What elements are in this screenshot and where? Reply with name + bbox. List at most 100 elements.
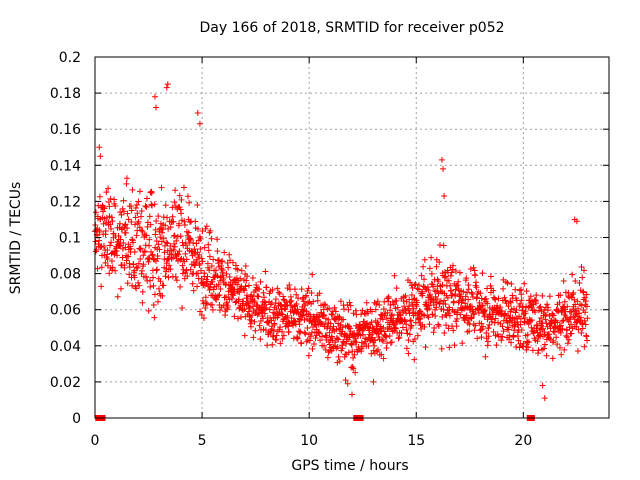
data-point — [244, 273, 251, 280]
data-point — [387, 339, 394, 346]
data-point — [231, 290, 238, 297]
data-point — [142, 202, 149, 209]
data-point — [133, 285, 140, 292]
data-point — [499, 333, 506, 340]
data-point-outlier — [153, 104, 160, 111]
data-point — [208, 263, 215, 270]
data-point — [326, 329, 333, 336]
data-point — [349, 348, 356, 355]
data-point — [108, 250, 115, 257]
data-point — [528, 317, 535, 324]
data-point — [380, 324, 387, 331]
data-point — [164, 240, 171, 247]
data-point — [420, 263, 427, 270]
data-point — [153, 237, 160, 244]
data-point — [123, 180, 130, 187]
data-point — [439, 282, 446, 289]
data-point — [280, 296, 287, 303]
y-tick-label: 0.18 — [50, 86, 81, 102]
data-point — [246, 282, 253, 289]
data-point — [507, 298, 514, 305]
data-point — [505, 326, 512, 333]
data-point — [148, 248, 155, 255]
data-point — [293, 300, 300, 307]
data-point — [199, 297, 206, 304]
data-point — [481, 308, 488, 315]
data-point — [102, 259, 109, 266]
data-point — [393, 285, 400, 292]
y-tick-label: 0.08 — [50, 267, 81, 283]
y-tick-label: 0.12 — [50, 194, 81, 210]
data-point — [579, 274, 586, 281]
data-point-outlier — [370, 378, 377, 385]
data-point — [332, 308, 339, 315]
data-point — [581, 343, 588, 350]
y-tick-label: 0.16 — [50, 122, 81, 138]
data-point-outlier — [539, 382, 546, 389]
data-point — [206, 253, 213, 260]
data-point — [108, 258, 115, 265]
data-point — [473, 279, 480, 286]
data-point — [295, 295, 302, 302]
data-point — [279, 328, 286, 335]
data-point — [126, 264, 133, 271]
data-point — [569, 271, 576, 278]
data-point — [150, 282, 157, 289]
data-point — [310, 298, 317, 305]
data-point — [162, 202, 169, 209]
data-point — [452, 292, 459, 299]
data-point — [112, 202, 119, 209]
data-point — [483, 329, 490, 336]
data-point — [189, 280, 196, 287]
data-point — [187, 266, 194, 273]
data-point — [246, 304, 253, 311]
data-point — [167, 266, 174, 273]
data-point — [560, 317, 567, 324]
data-point — [483, 295, 490, 302]
data-point-outlier — [163, 84, 170, 91]
data-point — [468, 303, 475, 310]
data-point — [128, 218, 135, 225]
data-point — [284, 312, 291, 319]
x-tick-label: 20 — [514, 433, 532, 449]
data-point-outlier — [441, 192, 448, 199]
data-point — [430, 329, 437, 336]
data-point — [532, 309, 539, 316]
data-point — [272, 336, 279, 343]
data-point — [521, 280, 528, 287]
data-point — [286, 281, 293, 288]
data-point — [306, 337, 313, 344]
data-point — [352, 335, 359, 342]
data-point — [516, 344, 523, 351]
data-point — [337, 298, 344, 305]
data-point — [561, 298, 568, 305]
data-point — [297, 316, 304, 323]
data-point — [226, 273, 233, 280]
data-point — [535, 347, 542, 354]
data-point — [386, 333, 393, 340]
data-point — [143, 232, 150, 239]
data-point — [194, 226, 201, 233]
data-point — [341, 306, 348, 313]
data-point — [125, 253, 132, 260]
data-point — [403, 321, 410, 328]
data-point-outlier — [573, 218, 580, 225]
data-point — [135, 279, 142, 286]
data-point — [180, 184, 187, 191]
data-point — [333, 316, 340, 323]
data-point — [129, 186, 136, 193]
data-point — [221, 249, 228, 256]
data-point — [500, 328, 507, 335]
data-point — [445, 325, 452, 332]
data-point — [122, 229, 129, 236]
data-point — [222, 281, 229, 288]
data-point — [473, 294, 480, 301]
data-point — [251, 318, 258, 325]
data-point — [133, 264, 140, 271]
data-point — [459, 297, 466, 304]
data-point — [197, 308, 204, 315]
data-point — [368, 350, 375, 357]
data-point — [530, 301, 537, 308]
data-point — [477, 326, 484, 333]
